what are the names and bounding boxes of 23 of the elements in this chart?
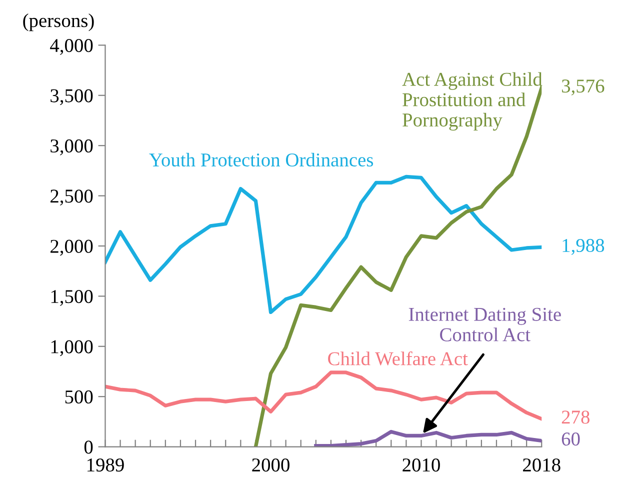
y-tick-label: 2,000	[50, 240, 93, 256]
series-label: Child Welfare Act	[328, 351, 468, 366]
data-label: 1,988	[562, 238, 604, 255]
x-tick-label: 2018	[523, 458, 560, 472]
data-label: 60	[562, 432, 580, 446]
text: Internet Dating Site Control Act	[408, 308, 561, 342]
y-tick-label: 3,000	[50, 139, 93, 156]
line-series	[105, 370, 542, 421]
y-axis-title: (persons)	[23, 13, 94, 32]
y-tick-label: 1,000	[51, 340, 93, 356]
x-tick-label: 2010	[402, 458, 440, 472]
data-label: 278	[562, 410, 590, 424]
series-label: Youth Protection Ordinances	[149, 152, 374, 167]
y-tick-label: 500	[65, 390, 93, 404]
x-tick-label: 1989	[87, 458, 124, 472]
y-tick-label: 4,000	[50, 38, 93, 55]
y-tick-label: 0	[84, 440, 93, 454]
data-label: 3,576	[562, 80, 604, 96]
series-label: Act Against Child Prostitution and Pornography	[402, 72, 542, 131]
y-tick-label: 3,500	[50, 89, 93, 106]
x-tick-label: 2000	[252, 458, 290, 472]
y-tick-label: 1,500	[51, 290, 93, 306]
y-tick-label: 2,500	[50, 190, 93, 206]
